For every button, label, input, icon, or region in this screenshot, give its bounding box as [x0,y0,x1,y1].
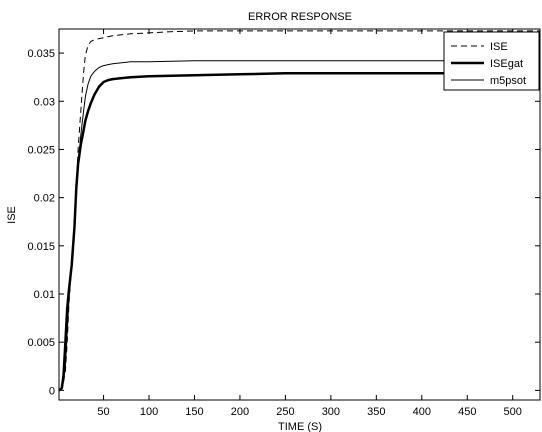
y-tick-label: 0.01 [34,289,55,301]
y-tick-label: 0.025 [27,144,55,156]
legend: ISE ISEgat m5psot [443,31,540,91]
x-tick-label: 450 [458,406,476,418]
axis-ticks: 50 100 150 200 250 300 350 400 450 500 0 0.005 0.01 0… [27,29,540,418]
y-tick-label: 0 [49,385,55,397]
y-tick-label: 0.02 [34,193,55,205]
y-tick-label: 0.005 [27,337,55,349]
x-tick-label: 250 [276,406,294,418]
y-tick-label: 0.035 [27,48,55,60]
legend-label: m5psot [490,75,526,87]
x-tick-label: 150 [185,406,203,418]
x-tick-label: 500 [504,406,522,418]
plot-area [58,28,541,401]
x-tick-label: 50 [97,406,109,418]
series-line-isegat [58,72,540,392]
x-tick-label: 200 [231,406,249,418]
legend-label: ISEgat [490,58,523,70]
legend-label: ISE [490,41,508,53]
x-tick-label: 350 [367,406,385,418]
series-line-m5psot [58,60,540,391]
x-axis-label: TIME (S) [278,421,322,432]
x-tick-label: 100 [140,406,158,418]
x-tick-label: 300 [322,406,340,418]
y-axis-label: ISE [6,206,18,224]
series-layer [58,30,540,392]
chart-title: ERROR RESPONSE [248,11,352,23]
x-tick-label: 400 [413,406,431,418]
series-line-ise [58,30,540,391]
y-tick-label: 0.03 [34,96,55,108]
y-tick-label: 0.015 [27,241,55,253]
